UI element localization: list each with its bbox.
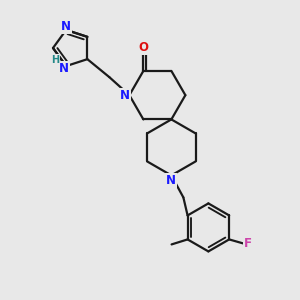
Text: N: N	[167, 174, 176, 187]
Text: N: N	[59, 61, 69, 75]
Text: F: F	[244, 237, 252, 250]
Text: N: N	[61, 20, 71, 33]
Text: O: O	[138, 41, 148, 54]
Text: H: H	[51, 55, 59, 65]
Text: N: N	[120, 89, 130, 102]
